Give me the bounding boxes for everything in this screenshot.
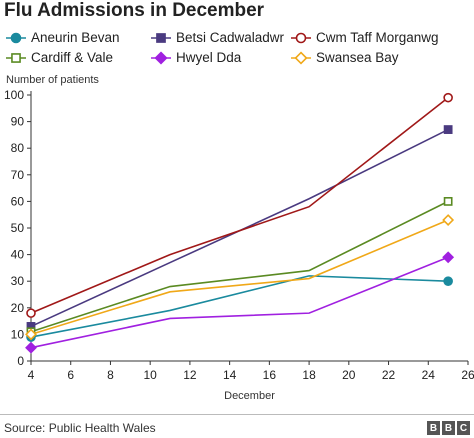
x-tick-label: 4 <box>28 368 35 382</box>
data-point-marker <box>442 251 455 264</box>
data-point-marker <box>443 276 453 287</box>
x-tick-label: 12 <box>183 368 197 382</box>
series-line <box>30 275 449 338</box>
data-point-marker <box>25 328 37 341</box>
y-tick-label: 70 <box>11 168 25 182</box>
x-tick-label: 18 <box>302 368 316 382</box>
data-point-marker <box>25 341 37 354</box>
chart-title: Flu Admissions in December <box>4 0 265 21</box>
series-line <box>30 219 449 336</box>
series-line <box>30 200 449 333</box>
legend-marker-icon <box>151 32 171 43</box>
y-tick-label: 30 <box>11 274 25 288</box>
series-line <box>30 128 449 328</box>
line-chart: 0 10 20 30 40 50 60 70 80 90 100 4 6 8 10 12 14 16 18 20 22 2… <box>4 88 474 402</box>
legend-marker-icon <box>291 50 311 65</box>
data-point-marker <box>443 92 453 103</box>
x-tick-label: 10 <box>144 368 158 382</box>
bbc-logo-letter: B <box>427 421 440 435</box>
legend-label: Hwyel Dda <box>176 50 242 65</box>
legend-label: Betsi Cadwaladwr <box>176 30 285 45</box>
legend-marker-icon <box>6 32 26 43</box>
y-tick-label: 40 <box>11 248 25 262</box>
series-line <box>30 256 449 349</box>
legend-item: Cardiff & Vale <box>6 50 113 65</box>
bbc-logo-letter: B <box>442 421 455 435</box>
y-tick-label: 80 <box>11 141 25 155</box>
y-tick-label: 90 <box>11 115 25 129</box>
legend-item: Hwyel Dda <box>151 50 241 65</box>
x-tick-label: 8 <box>107 368 114 382</box>
legend-item: Betsi Cadwaladwr <box>151 30 284 45</box>
legend-item: Aneurin Bevan <box>6 30 120 45</box>
legend-label: Swansea Bay <box>316 50 399 65</box>
source-note: Source: Public Health Wales <box>4 421 156 435</box>
y-tick-label: 10 <box>11 327 25 341</box>
legend: Aneurin Bevan Betsi Cadwaladwr Cwm Taff Mo… <box>6 30 466 70</box>
x-tick-label: 24 <box>422 368 436 382</box>
x-tick-label: 6 <box>67 368 74 382</box>
x-axis-label: December <box>224 390 275 402</box>
y-tick-label: 100 <box>4 88 24 102</box>
series-line <box>30 97 449 314</box>
bbc-logo-letter: C <box>457 421 470 435</box>
data-point-marker <box>443 125 453 134</box>
y-tick-label: 0 <box>17 354 24 368</box>
legend-marker-icon <box>151 50 171 65</box>
x-tick-label: 14 <box>223 368 237 382</box>
legend-symbol <box>294 50 308 65</box>
legend-item: Swansea Bay <box>291 50 399 65</box>
x-tick-label: 20 <box>342 368 356 382</box>
legend-item: Cwm Taff Morganwg <box>291 30 439 45</box>
y-tick-label: 20 <box>11 301 25 315</box>
legend-symbol <box>295 32 307 43</box>
data-point-marker <box>443 197 453 206</box>
legend-symbol <box>11 52 21 63</box>
legend-label: Aneurin Bevan <box>31 30 120 45</box>
y-tick-label: 60 <box>11 194 25 208</box>
legend-marker-icon <box>6 52 26 63</box>
data-point-marker <box>442 214 455 226</box>
bbc-logo: B B C <box>427 421 470 435</box>
x-tick-label: 22 <box>382 368 396 382</box>
legend-symbol <box>156 32 166 43</box>
y-axis-label: Number of patients <box>6 74 99 86</box>
legend-label: Cardiff & Vale <box>31 50 114 65</box>
legend-symbol <box>10 32 22 43</box>
legend-marker-icon <box>291 32 311 43</box>
y-tick-label: 50 <box>11 221 25 235</box>
legend-symbol <box>154 50 168 65</box>
data-point-marker <box>26 308 36 318</box>
footer-divider <box>0 414 474 415</box>
legend-label: Cwm Taff Morganwg <box>316 30 439 45</box>
x-tick-label: 26 <box>461 368 474 382</box>
x-tick-label: 16 <box>263 368 277 382</box>
